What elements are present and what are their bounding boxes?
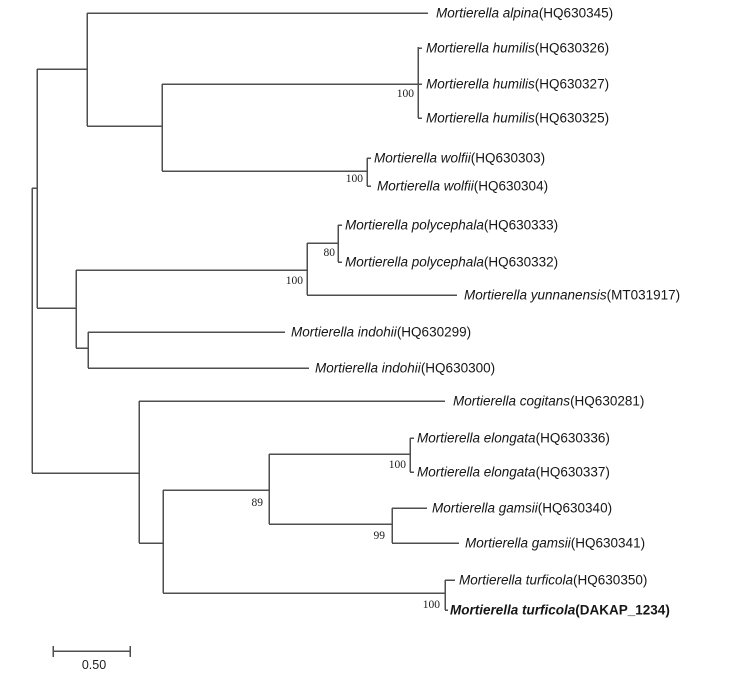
- accession-number: (HQ630327): [535, 77, 609, 92]
- bootstrap-value: 100: [397, 88, 415, 100]
- bootstrap-values: 100 100 80 100 100 89 99 100: [252, 88, 441, 611]
- species-name: Mortierella elongata: [417, 465, 536, 480]
- species-name: Mortierella humilis: [426, 41, 535, 56]
- taxon-label: Mortierella yunnanensis(MT031917): [464, 288, 680, 303]
- taxon-label: Mortierella turficola(HQ630350): [459, 573, 647, 588]
- species-name: Mortierella yunnanensis: [464, 288, 607, 303]
- accession-number: (HQ630332): [484, 255, 558, 270]
- bootstrap-value: 89: [252, 497, 264, 509]
- taxon-label: Mortierella humilis(HQ630327): [426, 77, 609, 92]
- taxon-labels: Mortierella alpina(HQ630345)Mortierella …: [291, 6, 680, 618]
- taxon-label: Mortierella wolfii(HQ630304): [377, 179, 548, 194]
- accession-number: (HQ630281): [570, 394, 644, 409]
- taxon-label: Mortierella gamsii(HQ630341): [465, 536, 645, 551]
- accession-number: (HQ630350): [573, 573, 647, 588]
- species-name: Mortierella gamsii: [465, 536, 572, 551]
- species-name: Mortierella turficola: [459, 573, 574, 588]
- taxon-label: Mortierella polycephala(HQ630332): [345, 255, 558, 270]
- scale-bar-label: 0.50: [82, 658, 106, 672]
- taxon-label: Mortierella elongata(HQ630336): [417, 431, 610, 446]
- species-name: Mortierella cogitans: [453, 394, 570, 409]
- species-name: Mortierella alpina: [436, 6, 539, 21]
- accession-number: (HQ630345): [539, 6, 613, 21]
- species-name: Mortierella indohii: [315, 361, 422, 376]
- species-name: Mortierella elongata: [417, 431, 536, 446]
- accession-number: (HQ630340): [538, 501, 612, 516]
- bootstrap-value: 100: [389, 459, 407, 471]
- accession-number: (HQ630300): [421, 361, 495, 376]
- species-name: Mortierella humilis: [426, 77, 535, 92]
- taxon-label: Mortierella cogitans(HQ630281): [453, 394, 644, 409]
- bootstrap-value: 80: [324, 247, 336, 259]
- species-name: Mortierella polycephala: [345, 255, 484, 270]
- bootstrap-value: 100: [346, 173, 364, 185]
- species-name: Mortierella polycephala: [345, 218, 484, 233]
- accession-number: (HQ630337): [536, 465, 610, 480]
- taxon-label: Mortierella humilis(HQ630326): [426, 41, 609, 56]
- accession-number: (MT031917): [607, 288, 681, 303]
- species-name: Mortierella indohii: [291, 325, 398, 340]
- species-name: Mortierella gamsii: [432, 501, 539, 516]
- species-name: Mortierella wolfii: [377, 179, 475, 194]
- bootstrap-value: 99: [374, 530, 386, 542]
- bootstrap-value: 100: [423, 599, 441, 611]
- tree-branches: [31, 12, 459, 611]
- accession-number: (HQ630341): [571, 536, 645, 551]
- accession-number: (HQ630304): [474, 179, 548, 194]
- taxon-label: Mortierella humilis(HQ630325): [426, 111, 609, 126]
- taxon-label: Mortierella gamsii(HQ630340): [432, 501, 612, 516]
- accession-number: (DAKAP_1234): [575, 603, 670, 618]
- taxon-label: Mortierella polycephala(HQ630333): [345, 218, 558, 233]
- accession-number: (HQ630325): [535, 111, 609, 126]
- taxon-label: Mortierella turficola(DAKAP_1234): [450, 603, 670, 618]
- accession-number: (HQ630326): [535, 41, 609, 56]
- taxon-label: Mortierella indohii(HQ630300): [315, 361, 495, 376]
- taxon-label: Mortierella wolfii(HQ630303): [374, 151, 545, 166]
- taxon-label: Mortierella elongata(HQ630337): [417, 465, 610, 480]
- accession-number: (HQ630299): [397, 325, 471, 340]
- taxon-label: Mortierella indohii(HQ630299): [291, 325, 471, 340]
- accession-number: (HQ630333): [484, 218, 558, 233]
- bootstrap-value: 100: [286, 275, 304, 287]
- scale-bar: 0.50: [52, 646, 131, 672]
- species-name: Mortierella turficola: [450, 603, 576, 618]
- accession-number: (HQ630336): [536, 431, 610, 446]
- taxon-label: Mortierella alpina(HQ630345): [436, 6, 613, 21]
- accession-number: (HQ630303): [471, 151, 545, 166]
- species-name: Mortierella humilis: [426, 111, 535, 126]
- species-name: Mortierella wolfii: [374, 151, 472, 166]
